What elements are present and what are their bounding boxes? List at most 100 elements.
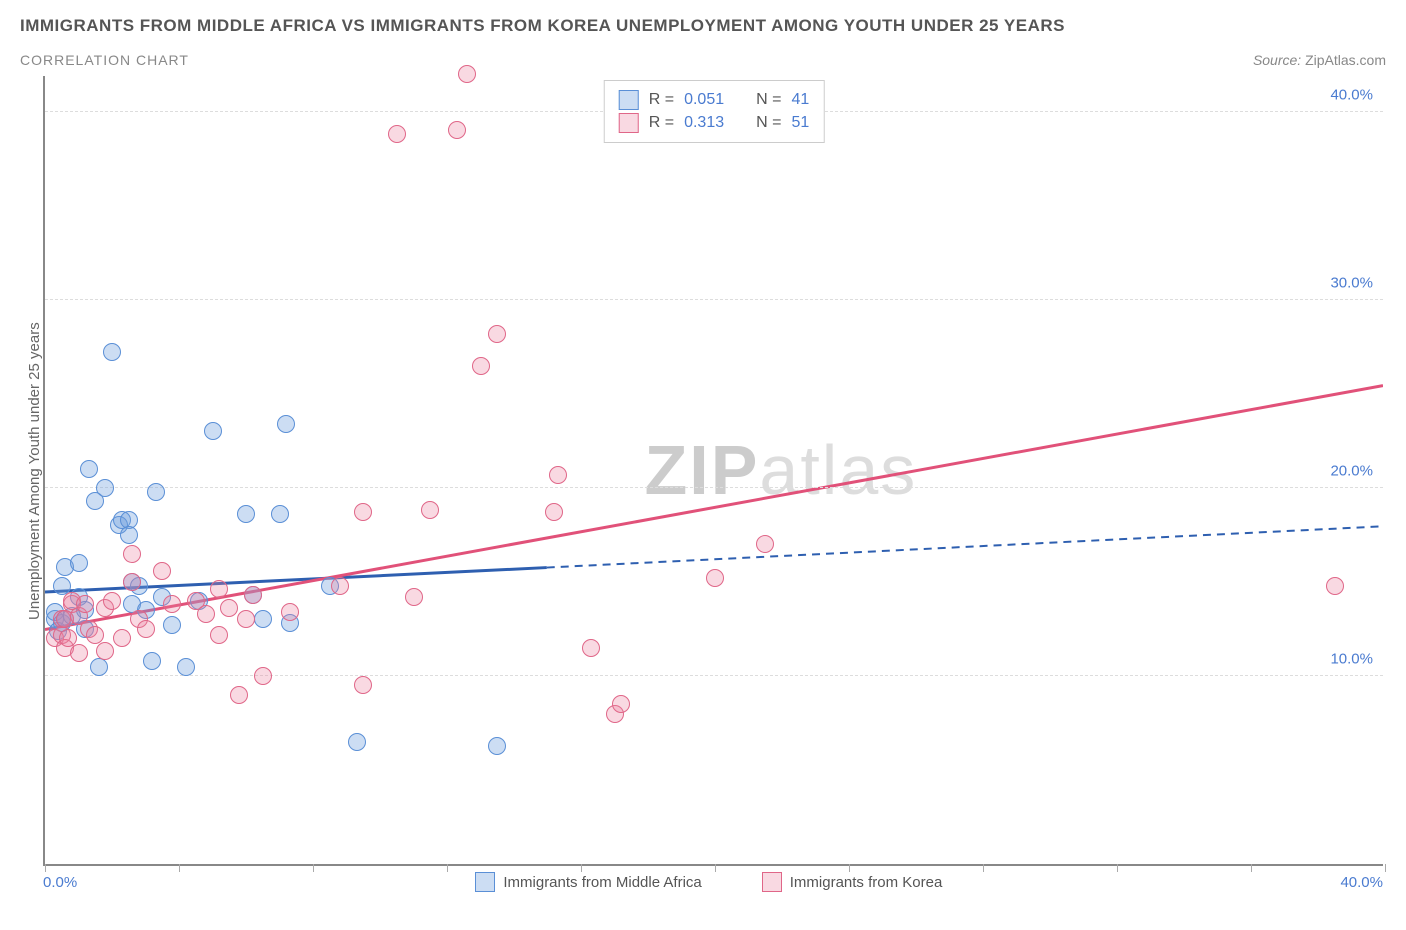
grid-line [45, 299, 1383, 300]
data-point [123, 545, 141, 563]
stats-row: R =0.051N =41 [619, 90, 810, 110]
x-tick [1385, 864, 1386, 872]
y-tick-label: 40.0% [1330, 86, 1373, 103]
legend-swatch [619, 90, 639, 110]
legend-item: Immigrants from Middle Africa [475, 872, 701, 892]
data-point [244, 586, 262, 604]
x-max-label: 40.0% [1340, 874, 1383, 891]
subtitle-row: CORRELATION CHART Source: ZipAtlas.com [20, 52, 1386, 68]
data-point [388, 125, 406, 143]
data-point [756, 535, 774, 553]
data-point [86, 626, 104, 644]
data-point [70, 554, 88, 572]
data-point [254, 610, 272, 628]
data-point [488, 325, 506, 343]
x-axis-row: 0.0% Immigrants from Middle AfricaImmigr… [43, 872, 1383, 892]
data-point [421, 501, 439, 519]
grid-line [45, 487, 1383, 488]
data-point [448, 121, 466, 139]
x-tick [179, 864, 180, 872]
data-point [458, 65, 476, 83]
y-tick-label: 20.0% [1330, 462, 1373, 479]
data-point [76, 595, 94, 613]
watermark: ZIPatlas [645, 430, 918, 510]
data-point [1326, 577, 1344, 595]
data-point [254, 667, 272, 685]
x-tick [1117, 864, 1118, 872]
watermark-zip: ZIP [645, 431, 760, 509]
data-point [405, 588, 423, 606]
series-legend: Immigrants from Middle Africa Immigrants … [475, 872, 942, 892]
data-point [96, 479, 114, 497]
x-tick [1251, 864, 1252, 872]
data-point [220, 599, 238, 617]
stats-row: R = 0.313 N = 51 [619, 113, 810, 133]
data-point [230, 686, 248, 704]
scatter-plot: R =0.051N =41R =0.313N =51 ZIPatlas 10.0… [43, 76, 1383, 866]
data-point [612, 695, 630, 713]
chart-subtitle: CORRELATION CHART [20, 52, 189, 68]
data-point [472, 357, 490, 375]
data-point [120, 526, 138, 544]
y-tick-label: 30.0% [1330, 274, 1373, 291]
watermark-atlas: atlas [759, 431, 917, 509]
r-value: 0.313 [684, 114, 724, 132]
legend-label: Immigrants from Korea [790, 874, 943, 891]
data-point [197, 605, 215, 623]
x-tick [313, 864, 314, 872]
data-point [545, 503, 563, 521]
grid-line [45, 675, 1383, 676]
data-point [96, 642, 114, 660]
y-tick-label: 10.0% [1330, 650, 1373, 667]
data-point [210, 626, 228, 644]
data-point [549, 466, 567, 484]
trend-lines [45, 76, 1383, 864]
legend-item: Immigrants from Korea [762, 872, 943, 892]
source-credit: Source: ZipAtlas.com [1253, 52, 1386, 68]
data-point [582, 639, 600, 657]
data-point [113, 629, 131, 647]
data-point [354, 503, 372, 521]
x-tick [447, 864, 448, 872]
data-point [204, 422, 222, 440]
stats-legend: R =0.051N =41R =0.313N =51 [604, 80, 825, 143]
data-point [163, 616, 181, 634]
source-label: Source: [1253, 52, 1301, 68]
data-point [210, 580, 228, 598]
x-tick [45, 864, 46, 872]
data-point [80, 460, 98, 478]
data-point [147, 483, 165, 501]
r-value: 0.051 [684, 91, 724, 109]
source-value: ZipAtlas.com [1305, 52, 1386, 68]
data-point [277, 415, 295, 433]
data-point [281, 603, 299, 621]
data-point [331, 577, 349, 595]
data-point [70, 644, 88, 662]
data-point [706, 569, 724, 587]
data-point [103, 343, 121, 361]
r-label: R = [649, 91, 674, 109]
legend-swatch [762, 872, 782, 892]
x-tick [581, 864, 582, 872]
n-label: N = [756, 91, 781, 109]
chart-title: IMMIGRANTS FROM MIDDLE AFRICA VS IMMIGRA… [20, 16, 1386, 36]
r-label: R = [649, 114, 674, 132]
data-point [237, 610, 255, 628]
data-point [237, 505, 255, 523]
legend-label: Immigrants from Middle Africa [503, 874, 701, 891]
x-tick [715, 864, 716, 872]
x-tick [849, 864, 850, 872]
data-point [137, 620, 155, 638]
legend-swatch [475, 872, 495, 892]
n-label: N = [756, 114, 781, 132]
data-point [348, 733, 366, 751]
data-point [103, 592, 121, 610]
data-point [271, 505, 289, 523]
data-point [123, 573, 141, 591]
data-point [143, 652, 161, 670]
chart-area: Unemployment Among Youth under 25 years … [20, 76, 1386, 892]
x-min-label: 0.0% [43, 874, 77, 891]
data-point [354, 676, 372, 694]
y-axis-label: Unemployment Among Youth under 25 years [20, 76, 43, 866]
n-value: 51 [791, 114, 809, 132]
